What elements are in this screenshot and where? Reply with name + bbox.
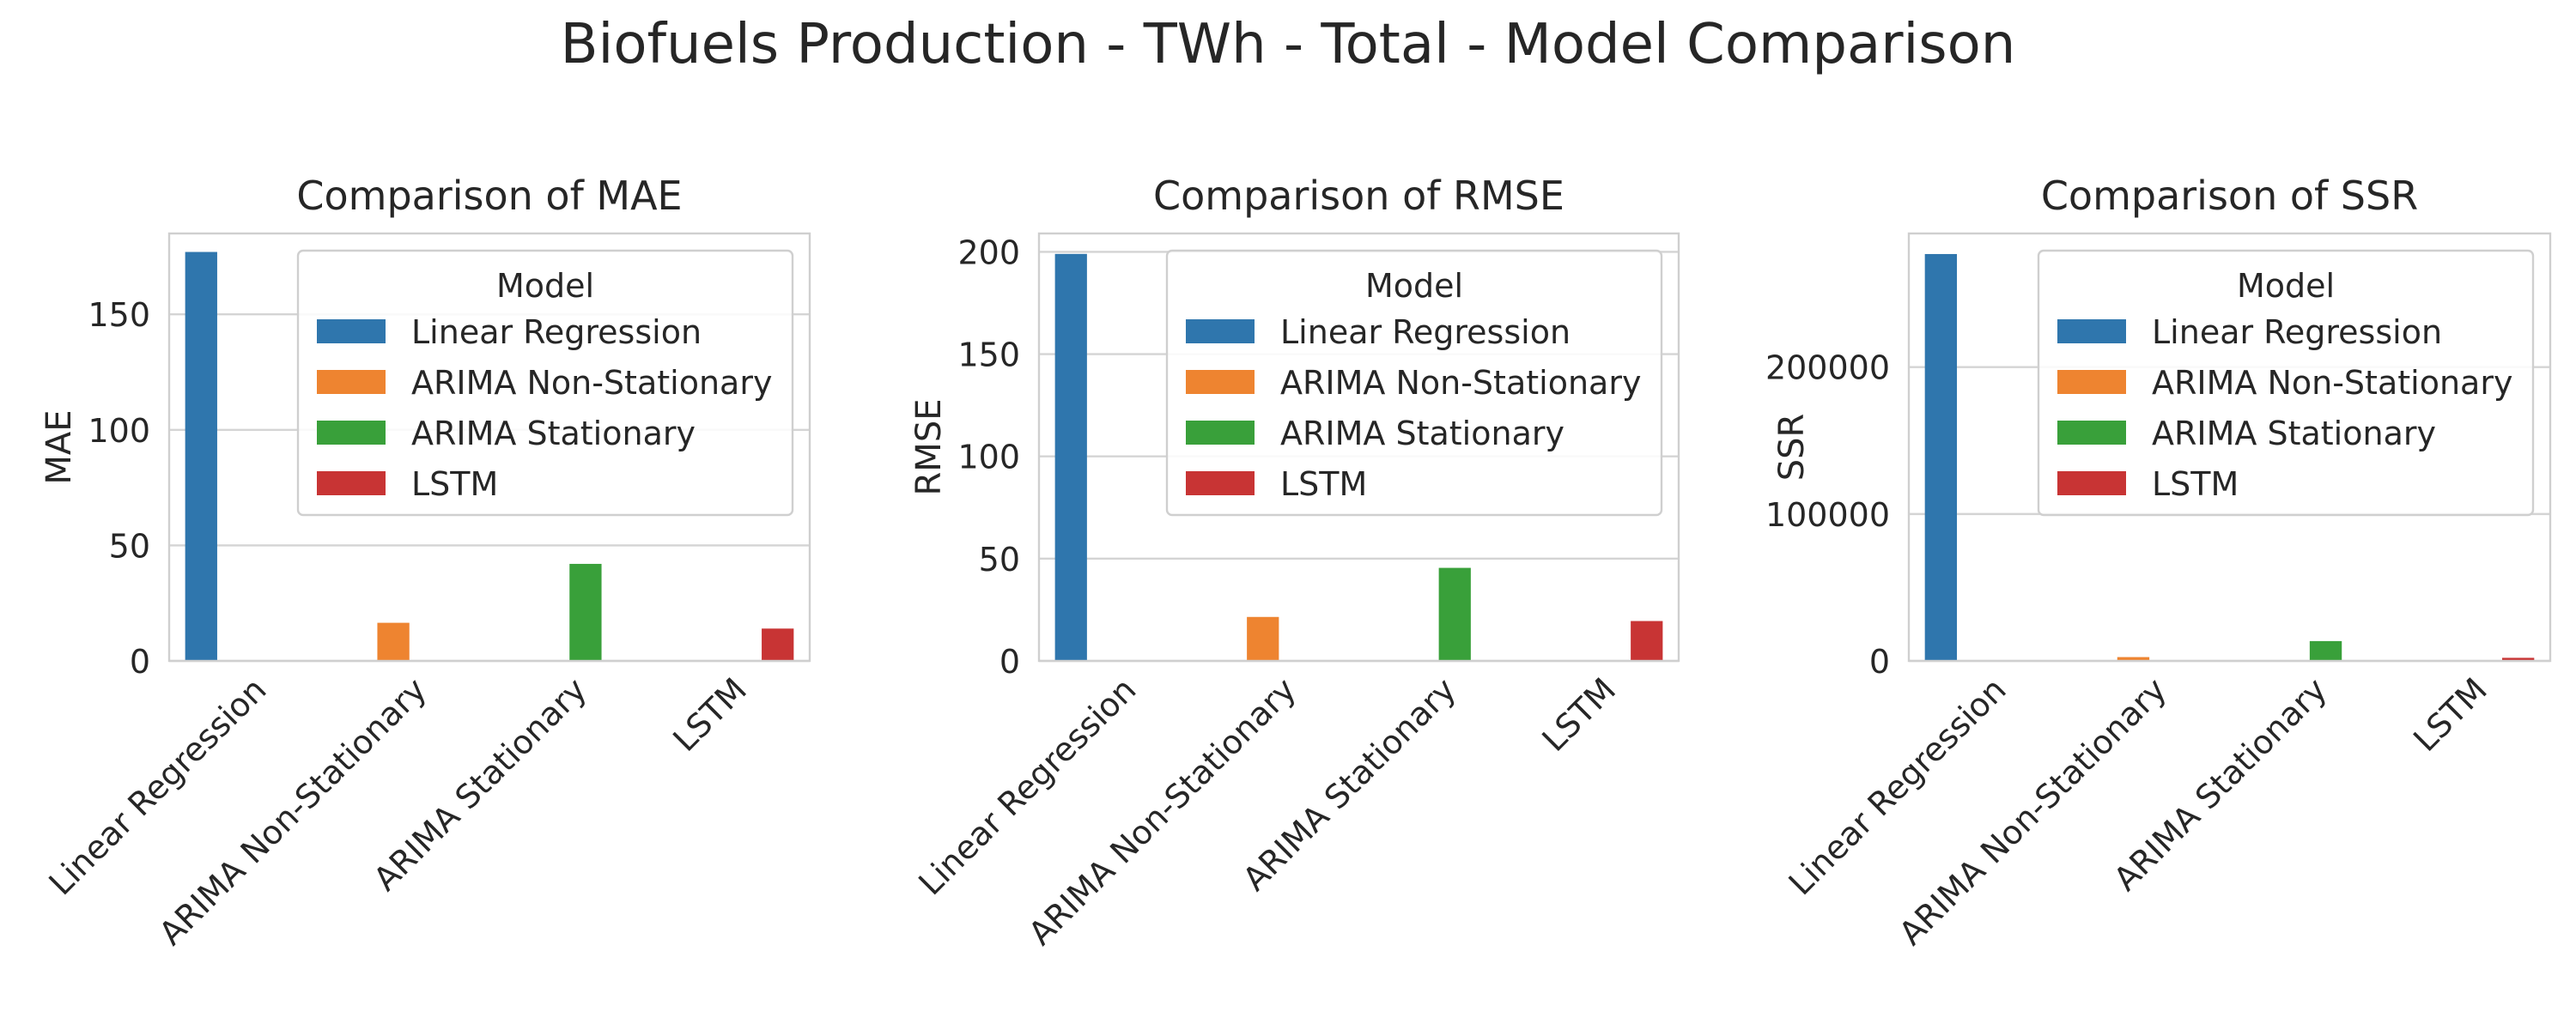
axes-frame (167, 232, 811, 663)
y-tick-label: 100000 (1765, 496, 1890, 534)
x-tick-label: LSTM (1534, 670, 1623, 759)
bar-arima-stationary (2309, 640, 2342, 661)
y-tick-label: 50 (979, 541, 1020, 579)
legend: Model Linear Regression ARIMA Non-Stationa… (2037, 249, 2535, 517)
y-axis-label: SSR (1772, 414, 1812, 482)
chart-panel-mae: 0 50 100 150 Linear Regression ARIMA Non-Stat… (39, 173, 811, 953)
axes-frame (1037, 232, 1680, 663)
chart-panel-rmse: 0 50 100 150 200 Linear Regression ARIMA Non-S… (909, 173, 1680, 953)
y-tick-label: 200 (957, 233, 1020, 271)
x-tick-label: ARIMA Non-Stationary (152, 670, 434, 952)
legend-swatch (1186, 421, 1255, 445)
legend-swatch (317, 370, 386, 394)
legend-entry: Linear Regression (2152, 313, 2442, 351)
legend-box (2037, 249, 2535, 517)
legend: Model Linear Regression ARIMA Non-Stationa… (1165, 249, 1663, 517)
x-tick-label: LSTM (665, 670, 754, 759)
y-tick-label: 0 (1869, 643, 1890, 681)
legend-box (296, 249, 794, 517)
legend-swatch (1186, 370, 1255, 394)
legend-swatch (1186, 319, 1255, 343)
legend: Model Linear Regression ARIMA Non-Stationa… (296, 249, 794, 517)
legend-swatch (317, 319, 386, 343)
y-tick-label: 100 (88, 412, 150, 450)
legend-entry: ARIMA Stationary (2152, 415, 2436, 452)
legend-entry: ARIMA Stationary (411, 415, 696, 452)
legend-entry: ARIMA Non-Stationary (411, 364, 772, 402)
legend-title: Model (1365, 267, 1463, 305)
legend-entry: LSTM (1280, 465, 1367, 503)
y-tick-label: 0 (130, 643, 150, 681)
legend-entry: ARIMA Non-Stationary (2152, 364, 2512, 402)
x-tick-label: ARIMA Non-Stationary (1021, 670, 1303, 952)
legend-swatch (317, 421, 386, 445)
bar-linear-regression (1924, 253, 1958, 661)
chart-title: Comparison of RMSE (1153, 173, 1564, 219)
y-tick-label: 150 (88, 296, 150, 334)
legend-swatch (317, 471, 386, 495)
y-axis-label: MAE (39, 409, 79, 484)
legend-swatch (2057, 421, 2126, 445)
bar-arima-stationary (569, 563, 602, 661)
legend-swatch (2057, 370, 2126, 394)
bar-linear-regression (1054, 253, 1087, 661)
x-tick-label: LSTM (2406, 670, 2494, 759)
legend-swatch (2057, 319, 2126, 343)
y-tick-label: 200000 (1765, 349, 1890, 387)
legend-entry: ARIMA Non-Stationary (1280, 364, 1641, 402)
y-axis-label: RMSE (909, 399, 949, 496)
bar-lstm (1631, 621, 1663, 661)
y-tick-label: 100 (957, 439, 1020, 476)
legend-title: Model (496, 267, 594, 305)
legend-swatch (2057, 471, 2126, 495)
figure-title: Biofuels Production - TWh - Total - Mode… (560, 13, 2016, 76)
chart-panel-ssr: 0 100000 200000 Linear Regression ARIMA Non-… (1765, 173, 2552, 953)
chart-title: Comparison of MAE (296, 173, 682, 219)
bar-lstm (762, 628, 794, 661)
y-tick-label: 0 (999, 643, 1020, 681)
legend-entry: ARIMA Stationary (1280, 415, 1564, 452)
legend-title: Model (2237, 267, 2335, 305)
legend-entry: Linear Regression (1280, 313, 1571, 351)
bar-arima-non-stationary (1247, 616, 1279, 661)
legend-box (1165, 249, 1663, 517)
bar-linear-regression (185, 251, 217, 661)
legend-entry: LSTM (411, 465, 498, 503)
legend-entry: Linear Regression (411, 313, 702, 351)
legend-swatch (1186, 471, 1255, 495)
legend-entry: LSTM (2152, 465, 2239, 503)
bar-lstm (2501, 657, 2535, 661)
bar-arima-non-stationary (377, 622, 410, 661)
y-tick-label: 150 (957, 336, 1020, 374)
y-tick-label: 50 (109, 527, 150, 565)
axes-frame (1907, 232, 2552, 663)
bar-arima-non-stationary (2117, 657, 2150, 661)
x-tick-label: ARIMA Non-Stationary (1892, 670, 2173, 952)
chart-title: Comparison of SSR (2041, 173, 2418, 219)
bar-arima-stationary (1438, 567, 1471, 661)
